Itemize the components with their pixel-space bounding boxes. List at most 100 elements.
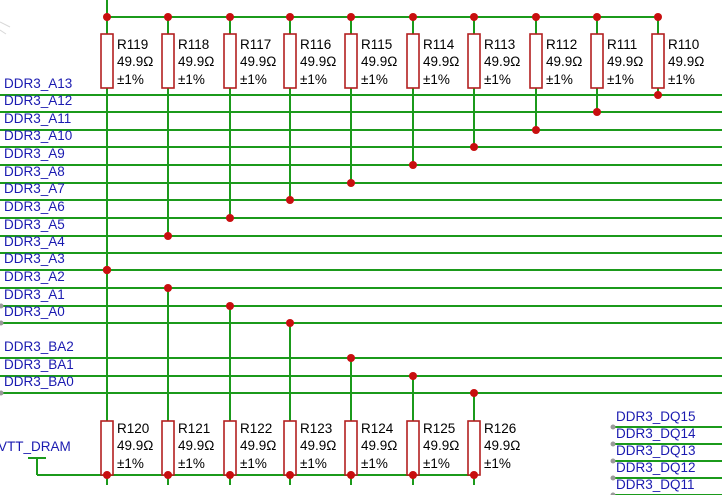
- junction-dot: [286, 196, 294, 204]
- resistance-value: 49.9Ω: [117, 54, 153, 69]
- resistance-value: 49.9Ω: [668, 54, 704, 69]
- resistor-r122: [223, 420, 237, 476]
- junction-dot: [470, 143, 478, 151]
- net-label-ddr3-a4: DDR3_A4: [4, 234, 65, 249]
- junction-dot: [164, 471, 172, 479]
- dq-net-end-marker: [610, 492, 616, 495]
- resistor-r114: [406, 33, 420, 89]
- net-label-ddr3-dq11: DDR3_DQ11: [616, 477, 695, 492]
- ref-designator-r124: R124: [361, 421, 394, 436]
- junction-dot: [226, 13, 234, 21]
- resistor-r124: [344, 420, 358, 476]
- junction-dot: [593, 13, 601, 21]
- net-end-marker: [0, 303, 4, 309]
- net-label-ddr3-ba1: DDR3_BA1: [4, 357, 74, 372]
- net-label-ddr3-a0: DDR3_A0: [4, 304, 65, 319]
- junction-dot: [409, 161, 417, 169]
- ref-designator-r120: R120: [117, 421, 149, 436]
- net-end-marker: [0, 390, 4, 396]
- resistor-r112: [529, 33, 543, 89]
- junction-dot: [347, 13, 355, 21]
- tolerance-value: ±1%: [117, 72, 144, 87]
- resistor-r123: [283, 420, 297, 476]
- tolerance-value: ±1%: [423, 456, 450, 471]
- resistance-value: 49.9Ω: [607, 54, 643, 69]
- junction-dot: [103, 266, 111, 274]
- junction-dot: [226, 214, 234, 222]
- tolerance-value: ±1%: [240, 72, 267, 87]
- junction-dot: [470, 13, 478, 21]
- ref-designator-r110: R110: [668, 37, 699, 52]
- resistor-r118: [161, 33, 175, 89]
- dq-net-end-marker: [610, 458, 616, 464]
- ref-designator-r121: R121: [178, 421, 210, 436]
- net-label-ddr3-a11: DDR3_A11: [4, 111, 71, 126]
- resistance-value: 49.9Ω: [423, 54, 459, 69]
- tolerance-value: ±1%: [361, 72, 388, 87]
- net-label-ddr3-a13: DDR3_A13: [4, 76, 72, 91]
- tolerance-value: ±1%: [361, 456, 388, 471]
- resistance-value: 49.9Ω: [361, 438, 397, 453]
- ref-designator-r113: R113: [484, 37, 515, 52]
- resistor-r113: [467, 33, 481, 89]
- resistance-value: 49.9Ω: [546, 54, 582, 69]
- junction-dot: [470, 389, 478, 397]
- net-label-ddr3-a3: DDR3_A3: [4, 251, 65, 266]
- resistor-r115: [344, 33, 358, 89]
- net-label-ddr3-dq15: DDR3_DQ15: [616, 409, 696, 424]
- ref-designator-r117: R117: [240, 37, 271, 52]
- junction-layer: [0, 13, 662, 495]
- resistor-r117: [223, 33, 237, 89]
- net-label-ddr3-a1: DDR3_A1: [4, 287, 65, 302]
- junction-dot: [164, 284, 172, 292]
- resistor-r126: [467, 420, 481, 476]
- junction-dot: [286, 471, 294, 479]
- junction-dot: [103, 471, 111, 479]
- resistance-value: 49.9Ω: [423, 438, 459, 453]
- resistance-value: 49.9Ω: [361, 54, 397, 69]
- power-net-label-vtt-dram: VTT_DRAM: [0, 439, 71, 454]
- net-label-ddr3-a12: DDR3_A12: [4, 93, 72, 108]
- junction-dot: [409, 13, 417, 21]
- tolerance-value: ±1%: [240, 456, 267, 471]
- resistor-r121: [161, 420, 175, 476]
- resistor-layer: [100, 33, 665, 476]
- ref-designator-r111: R111: [607, 37, 637, 52]
- ref-designator-r118: R118: [178, 37, 209, 52]
- net-end-marker: [0, 320, 4, 326]
- tolerance-value: ±1%: [484, 72, 511, 87]
- ref-designator-r115: R115: [361, 37, 392, 52]
- tolerance-value: ±1%: [300, 72, 327, 87]
- resistor-r125: [406, 420, 420, 476]
- tolerance-value: ±1%: [546, 72, 573, 87]
- tolerance-value: ±1%: [178, 72, 205, 87]
- tolerance-value: ±1%: [117, 456, 144, 471]
- resistance-value: 49.9Ω: [240, 438, 276, 453]
- junction-dot: [286, 319, 294, 327]
- ref-designator-r123: R123: [300, 421, 332, 436]
- resistance-value: 49.9Ω: [178, 438, 214, 453]
- resistor-r116: [283, 33, 297, 89]
- junction-dot: [470, 471, 478, 479]
- junction-dot: [164, 232, 172, 240]
- junction-dot: [347, 354, 355, 362]
- junction-dot: [532, 126, 540, 134]
- ref-designator-r114: R114: [423, 37, 455, 52]
- resistor-r111: [590, 33, 604, 89]
- resistance-value: 49.9Ω: [117, 438, 153, 453]
- net-label-ddr3-a5: DDR3_A5: [4, 217, 65, 232]
- resistor-r110: [651, 33, 665, 89]
- ref-designator-r125: R125: [423, 421, 455, 436]
- resistance-value: 49.9Ω: [300, 54, 336, 69]
- junction-dot: [164, 13, 172, 21]
- resistance-value: 49.9Ω: [300, 438, 336, 453]
- junction-dot: [654, 13, 662, 21]
- sheet-mark: [0, 21, 11, 35]
- tolerance-value: ±1%: [423, 72, 450, 87]
- ref-designator-r119: R119: [117, 37, 148, 52]
- dq-net-end-marker: [610, 424, 616, 430]
- ref-designator-r122: R122: [240, 421, 272, 436]
- junction-dot: [103, 13, 111, 21]
- tolerance-value: ±1%: [300, 456, 327, 471]
